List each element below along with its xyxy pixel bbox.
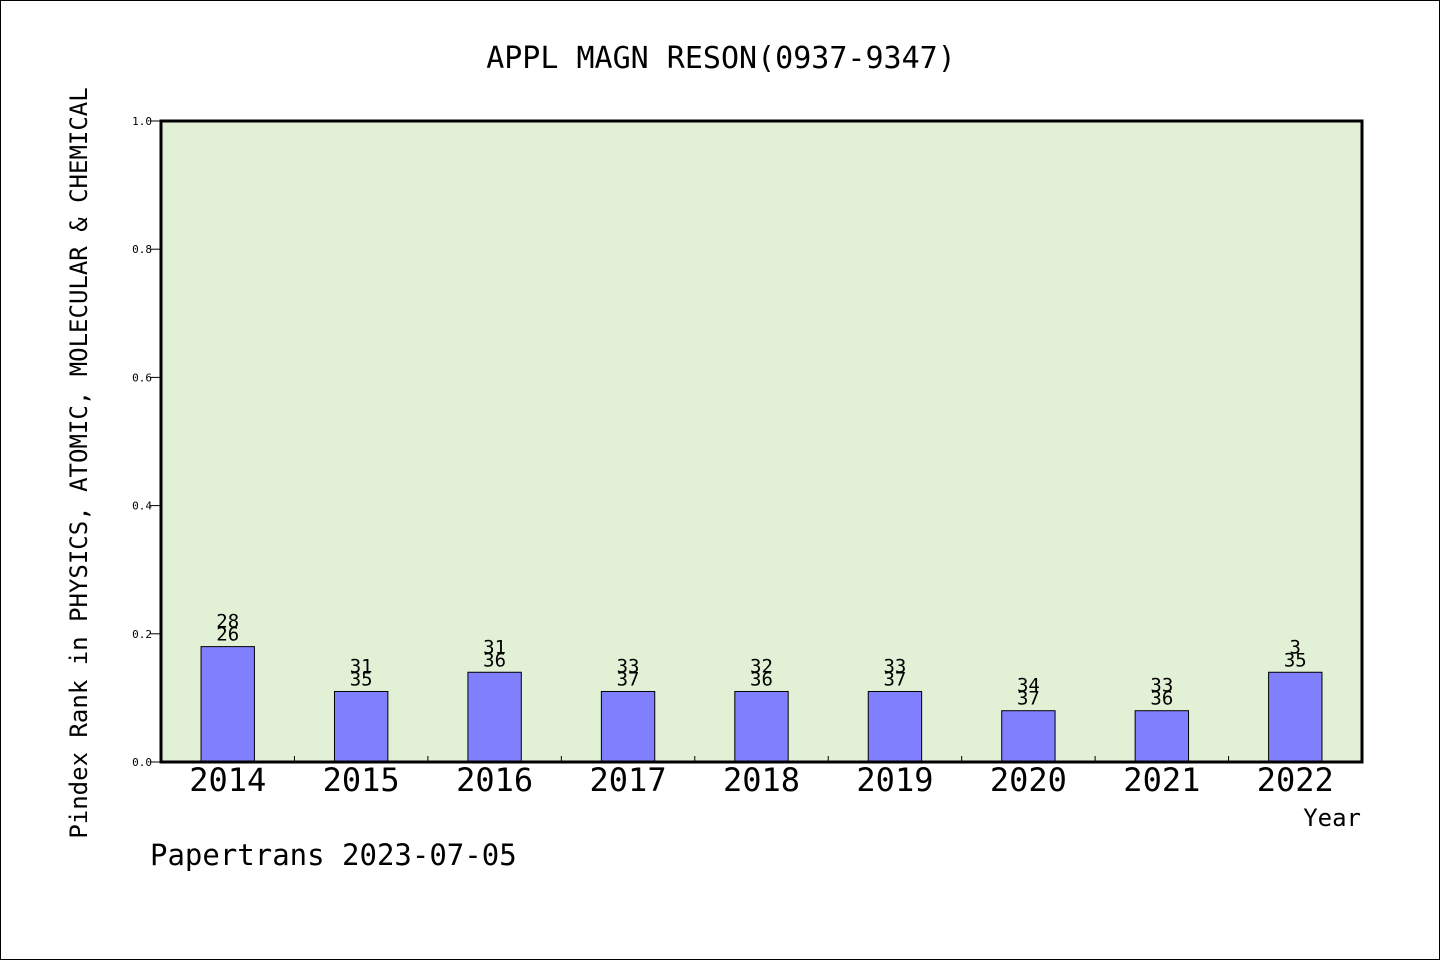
data-label-top: 28 — [216, 611, 239, 633]
x-tick-label: 2021 — [1123, 761, 1200, 799]
plot-area — [161, 121, 1362, 762]
bar-2014 — [200, 646, 255, 763]
y-tick-label: 0.0 — [132, 756, 152, 769]
y-tick-label: 0.2 — [132, 628, 152, 641]
data-label-bottom: 36 — [483, 649, 506, 671]
data-label-top: 31 — [483, 636, 506, 658]
bar-2019 — [867, 690, 923, 763]
x-tick-label: 2020 — [990, 761, 1067, 799]
data-label-top: 33 — [1150, 675, 1173, 697]
data-label-top: 32 — [750, 655, 773, 677]
y-tick-label: 0.4 — [132, 500, 152, 513]
data-label-bottom: 35 — [1284, 649, 1307, 671]
data-label-bottom: 37 — [883, 668, 906, 690]
y-tick-label: 0.6 — [132, 371, 152, 384]
x-tick-label: 2014 — [189, 761, 266, 799]
bar-2021 — [1134, 710, 1190, 763]
y-axis-label: Pindex Rank in PHYSICS, ATOMIC, MOLECULA… — [65, 87, 93, 838]
data-label-top: 33 — [883, 655, 906, 677]
y-tick-label: 0.8 — [132, 243, 152, 256]
data-label-top: 31 — [350, 655, 373, 677]
data-label-bottom: 37 — [617, 668, 640, 690]
x-tick-label: 2022 — [1257, 761, 1334, 799]
y-tick-label: 1.0 — [132, 115, 152, 128]
x-axis-label: Year — [1303, 804, 1361, 832]
x-tick-label: 2016 — [456, 761, 533, 799]
data-label-top: 33 — [617, 655, 640, 677]
bar-2020 — [1001, 710, 1056, 763]
x-tick-label: 2019 — [856, 761, 933, 799]
y-axis-ticks: 0.0 0.2 0.4 0.6 0.8 1.0 — [132, 115, 161, 769]
x-tick-label: 2015 — [323, 761, 400, 799]
plot-border — [159, 119, 1364, 764]
data-label-bottom: 36 — [750, 668, 773, 690]
chart-title: APPL MAGN RESON(0937-9347) — [486, 41, 956, 76]
bar-2018 — [734, 690, 789, 763]
bar-2016 — [467, 671, 522, 763]
data-label-top: 3 — [1290, 636, 1301, 658]
footer-credit: Papertrans 2023-07-05 — [150, 838, 517, 872]
bar-2015 — [333, 690, 389, 763]
data-label-bottom: 36 — [1150, 688, 1173, 710]
data-label-top: 34 — [1017, 675, 1040, 697]
x-tick-label: 2018 — [723, 761, 800, 799]
bar-2017 — [600, 690, 656, 763]
x-tick-label: 2017 — [590, 761, 667, 799]
data-label-bottom: 35 — [350, 668, 373, 690]
data-label-bottom: 26 — [216, 624, 239, 646]
bar-series — [200, 646, 1323, 763]
bar-2022 — [1268, 671, 1323, 763]
x-axis-ticks: 2014 2015 2016 2017 2018 2019 2020 2021 2022 — [189, 756, 1334, 799]
data-label-bottom: 37 — [1017, 688, 1040, 710]
